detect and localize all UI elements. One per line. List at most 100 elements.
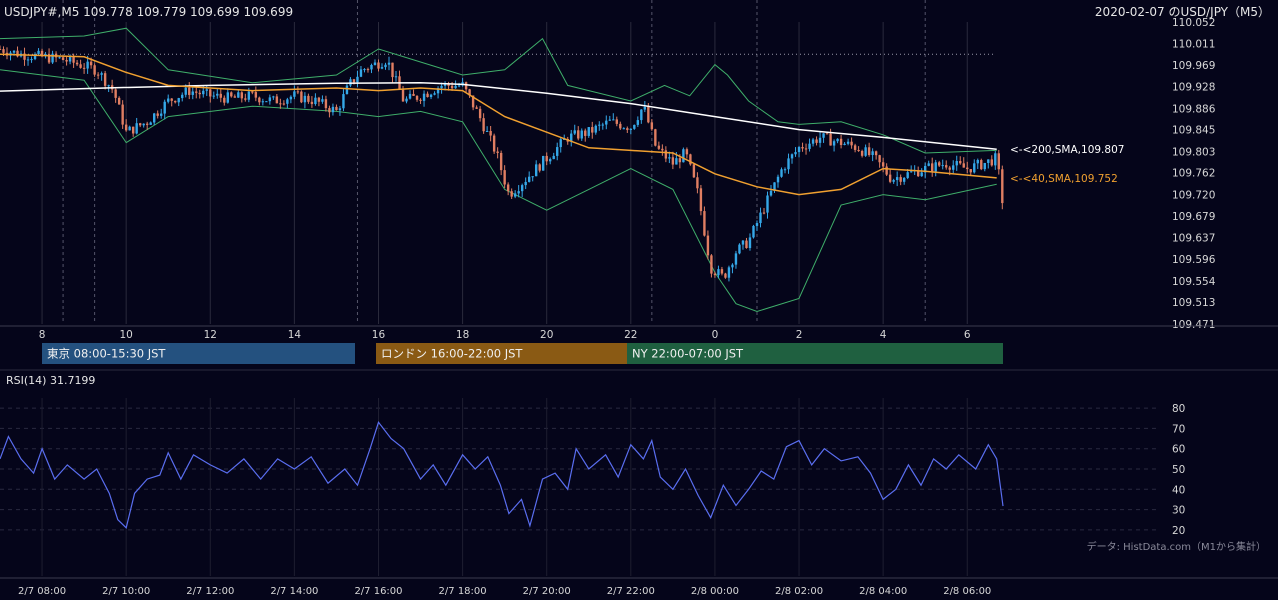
candle-body — [976, 160, 979, 164]
candle-body — [797, 147, 801, 153]
candle-body — [345, 85, 349, 95]
candle-body — [839, 138, 843, 145]
price-tick-label: 109.886 — [1172, 103, 1216, 115]
candle-body — [464, 82, 468, 90]
candle-body — [657, 145, 661, 149]
candle-body — [16, 50, 19, 57]
hour-tick-label: 16 — [372, 329, 386, 341]
candle-body — [556, 147, 559, 156]
candle-body — [23, 53, 26, 60]
bollinger-lower — [0, 69, 997, 313]
candle-body — [156, 113, 159, 116]
candle-body — [713, 273, 717, 276]
candle-body — [710, 255, 713, 274]
candle-body — [654, 129, 657, 146]
candle-body — [135, 123, 138, 134]
candle-body — [328, 108, 331, 113]
candle-body — [584, 130, 587, 136]
candle-body — [724, 273, 727, 278]
candle-body — [422, 93, 426, 101]
candle-body — [384, 64, 387, 68]
candle-body — [177, 98, 180, 103]
candle-body — [818, 137, 822, 143]
candle-body — [682, 149, 685, 163]
candle-body — [643, 106, 647, 110]
candle-body — [538, 164, 541, 171]
candle-body — [293, 91, 296, 97]
price-tick-label: 109.596 — [1172, 254, 1216, 266]
candle-body — [401, 89, 405, 102]
price-tick-label: 109.969 — [1172, 60, 1215, 72]
candle-body — [184, 87, 187, 95]
candle-body — [994, 153, 997, 166]
candle-body — [373, 62, 377, 65]
price-tick-label: 109.471 — [1172, 319, 1215, 331]
candle-body — [587, 127, 590, 136]
candle-body — [387, 62, 391, 65]
candle-body — [212, 95, 215, 97]
datetime-tick-label: 2/8 06:00 — [943, 586, 991, 597]
candle-body — [191, 91, 194, 95]
candle-body — [12, 50, 16, 53]
candle-body — [594, 125, 597, 133]
candle-body — [668, 157, 671, 159]
rsi-y-axis: 80 70 60 50 40 30 20 — [1172, 403, 1185, 537]
session-london — [376, 343, 627, 364]
candle-body — [783, 169, 787, 171]
candle-body — [338, 108, 342, 111]
candle-body — [966, 167, 969, 170]
candle-body — [152, 113, 156, 123]
price-tick-label: 109.679 — [1172, 211, 1215, 223]
candle-body — [888, 174, 892, 182]
datetime-tick-label: 2/8 04:00 — [859, 586, 907, 597]
candle-body — [941, 165, 944, 167]
price-tick-label: 109.762 — [1172, 168, 1215, 180]
sma40-line — [0, 53, 997, 196]
candle-body — [776, 176, 780, 183]
candle-body — [254, 92, 258, 98]
candle-body — [370, 64, 373, 70]
candle-body — [303, 95, 307, 103]
hour-tick-label: 4 — [880, 329, 887, 341]
candle-body — [138, 123, 142, 126]
candle-body — [615, 119, 618, 124]
candle-body — [380, 67, 384, 69]
candle-body — [412, 93, 415, 96]
rsi-grid — [0, 398, 1160, 576]
candle-body — [755, 223, 759, 226]
candle-body — [230, 92, 233, 97]
candle-body — [394, 76, 398, 78]
candle-body — [40, 50, 44, 57]
candle-body — [902, 177, 906, 182]
sma40-label: <-<40,SMA,109.752 — [1010, 173, 1118, 185]
candle-body — [948, 167, 951, 170]
symbol-info: USDJPY#,M5 109.778 109.779 109.699 109.6… — [4, 5, 293, 19]
candle-body — [899, 177, 902, 182]
price-tick-label: 110.052 — [1172, 17, 1215, 29]
candle-body — [457, 85, 461, 87]
candle-body — [426, 93, 429, 98]
candle-body — [237, 92, 240, 98]
candle-body — [762, 212, 766, 214]
candle-body — [916, 170, 920, 177]
candle-body — [678, 158, 682, 163]
candle-body — [289, 96, 293, 100]
session-tokyo-label: 東京 08:00-15:30 JST — [47, 347, 166, 361]
candle-body — [300, 91, 303, 103]
candle-body — [96, 74, 100, 76]
candle-body — [503, 170, 506, 185]
candle-body — [268, 97, 272, 102]
price-tick-label: 109.720 — [1172, 190, 1215, 202]
candle-body — [857, 149, 860, 152]
candle-body — [468, 89, 471, 96]
candle-body — [717, 269, 720, 276]
candle-body — [405, 98, 408, 102]
candle-body — [938, 162, 941, 166]
candle-body — [282, 103, 286, 105]
rsi-tick-label: 80 — [1172, 403, 1185, 415]
candle-body — [226, 92, 229, 103]
candle-body — [223, 97, 226, 103]
bollinger-bands — [0, 27, 997, 313]
candle-body — [314, 97, 317, 105]
